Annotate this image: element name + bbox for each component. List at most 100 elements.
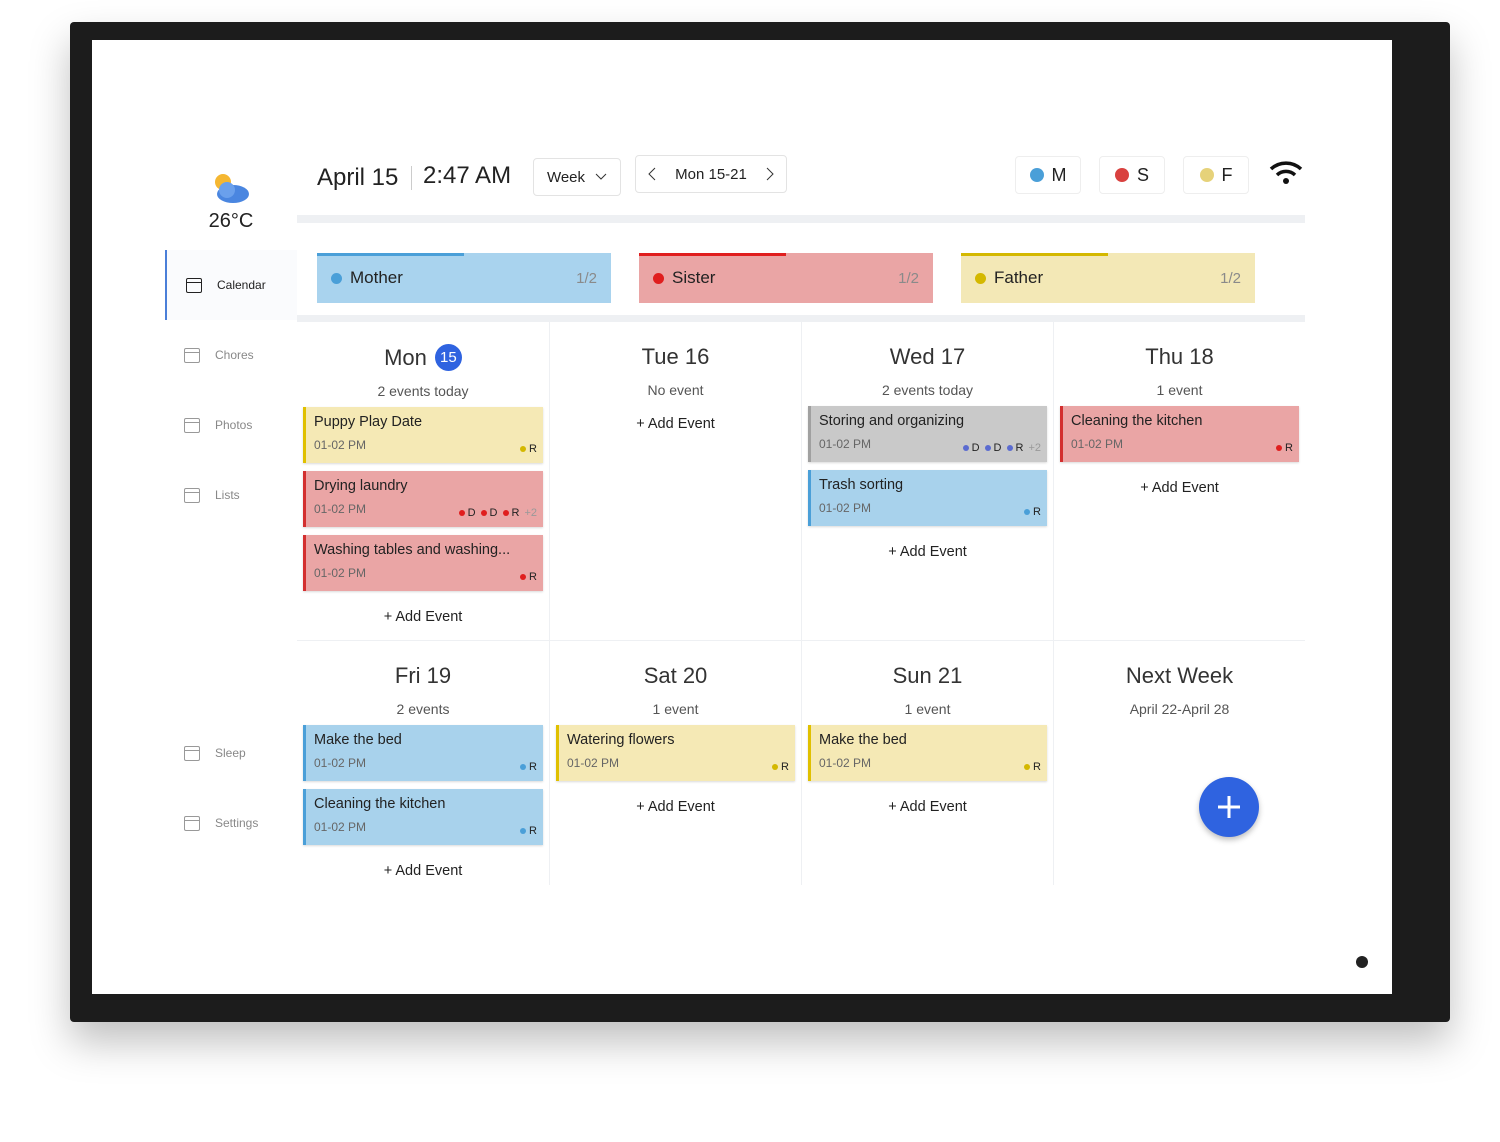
event-tags: R	[520, 825, 537, 837]
nav-label: Calendar	[217, 278, 266, 292]
nav-item[interactable]: Settings	[165, 788, 297, 858]
day-summary: 2 events	[396, 701, 450, 717]
day-name: Wed 17	[889, 344, 966, 369]
plus-icon	[1218, 796, 1240, 818]
assignee-letter: R	[781, 761, 789, 773]
assignee-tag: R	[520, 571, 537, 583]
next-button[interactable]	[766, 167, 774, 181]
prev-button[interactable]	[648, 167, 656, 181]
event-tags: R	[1276, 442, 1293, 454]
nav-item[interactable]: Calendar	[165, 250, 297, 320]
assignee-dot	[1024, 509, 1031, 515]
day-title: Thu 18	[1054, 344, 1305, 370]
nav-icon	[184, 488, 200, 503]
day-title: Tue 16	[550, 344, 801, 370]
event-title: Storing and organizing	[819, 413, 965, 429]
event-tags: D D R +2	[458, 507, 537, 519]
temperature: 26°C	[208, 210, 254, 232]
assignee-letter: D	[971, 442, 980, 454]
day-title: Sun 21	[802, 663, 1053, 689]
assignee-dot	[520, 574, 527, 580]
member-filter[interactable]: M	[1015, 156, 1081, 194]
event-time: 01-02 PM	[819, 501, 872, 515]
date: April 15	[317, 164, 399, 191]
event-card[interactable]: Watering flowers 01-02 PM R	[556, 725, 795, 781]
event-card[interactable]: Storing and organizing 01-02 PM D D R +2	[808, 406, 1047, 462]
next-week-cell: Next Week April 22-April 28	[1054, 641, 1305, 885]
day-summary: 2 events today	[881, 382, 974, 398]
nav-icon	[184, 816, 200, 831]
add-button[interactable]	[1199, 777, 1259, 837]
event-card[interactable]: Drying laundry 01-02 PM D D R +2	[303, 471, 543, 527]
event-card[interactable]: Make the bed 01-02 PM R	[808, 725, 1047, 781]
assignee-letter: R	[511, 507, 520, 519]
member-dot	[1029, 168, 1044, 182]
add-event[interactable]: + Add Event	[383, 609, 463, 625]
assignee-letter: D	[993, 442, 1002, 454]
nav-item[interactable]: Lists	[165, 460, 297, 530]
member-name: Mother	[350, 268, 403, 287]
assignee-tag: R	[772, 761, 789, 773]
day-title: Mon 15	[297, 344, 549, 371]
day-name: Fri 19	[394, 663, 452, 688]
assignee-dot	[520, 828, 527, 834]
day-name: Sun 21	[892, 663, 963, 688]
assignee-tag: R	[1024, 506, 1041, 518]
progress-row: Mother 1/2 Sister 1/2 Father 1/2	[297, 223, 1305, 315]
event-card[interactable]: Puppy Play Date 01-02 PM R	[303, 407, 543, 463]
nav-item[interactable]: Photos	[165, 390, 297, 460]
day-name: Mon	[384, 344, 427, 370]
day-cell: Fri 19 2 events Make the bed 01-02 PM R Clean…	[297, 641, 549, 885]
progress-count: 1/2	[898, 269, 919, 287]
member-filter[interactable]: S	[1099, 156, 1165, 194]
event-tags: R	[1024, 761, 1041, 773]
assignee-dot	[502, 510, 509, 516]
event-title: Watering flowers	[567, 732, 675, 748]
nav-label: Photos	[215, 418, 253, 432]
add-event[interactable]: + Add Event	[1140, 480, 1219, 496]
event-title: Cleaning the kitchen	[1071, 413, 1203, 429]
nav-item[interactable]: Chores	[165, 320, 297, 390]
nav-icon	[186, 278, 202, 293]
member-dot	[1199, 168, 1214, 182]
event-title: Washing tables and washing...	[314, 542, 511, 558]
event-card[interactable]: Make the bed 01-02 PM R	[303, 725, 543, 781]
event-tags: D D R +2	[962, 442, 1041, 454]
event-card[interactable]: Trash sorting 01-02 PM R	[808, 470, 1047, 526]
nav-item[interactable]: Sleep	[165, 718, 297, 788]
event-time: 01-02 PM	[819, 756, 872, 770]
member-name: Sister	[672, 268, 716, 287]
progress-bar	[317, 253, 464, 256]
add-event[interactable]: + Add Event	[888, 799, 967, 815]
add-event[interactable]: + Add Event	[888, 544, 967, 560]
assignee-dot	[1276, 445, 1283, 451]
event-card[interactable]: Cleaning the kitchen 01-02 PM R	[1060, 406, 1299, 462]
member-filter[interactable]: F	[1183, 156, 1249, 194]
assignee-letter: R	[529, 443, 537, 455]
view-select[interactable]: Week	[533, 158, 621, 196]
event-time: 01-02 PM	[314, 438, 367, 452]
assignee-tag: D	[962, 442, 980, 454]
day-title: Wed 17	[802, 344, 1053, 370]
event-tags: R	[1024, 506, 1041, 518]
wifi-icon	[1269, 161, 1303, 184]
add-event[interactable]: + Add Event	[636, 416, 715, 432]
event-title: Trash sorting	[819, 477, 904, 493]
event-card[interactable]: Cleaning the kitchen 01-02 PM R	[303, 789, 543, 845]
nav-icon	[184, 746, 200, 761]
chevron	[595, 173, 607, 180]
day-cell: Sat 20 1 event Watering flowers 01-02 PM R + …	[550, 641, 801, 885]
member-dot	[1114, 168, 1129, 182]
assignee-tag: R	[1276, 442, 1293, 454]
assignee-tag: R	[1006, 442, 1023, 454]
progress-count: 1/2	[1220, 269, 1241, 287]
event-title: Make the bed	[314, 732, 402, 748]
assignee-dot	[962, 445, 969, 451]
add-event[interactable]: + Add Event	[383, 863, 463, 879]
assignee-tag: D	[984, 442, 1002, 454]
add-event[interactable]: + Add Event	[636, 799, 715, 815]
camera	[1356, 956, 1368, 968]
event-card[interactable]: Washing tables and washing... 01-02 PM R	[303, 535, 543, 591]
nav-label: Settings	[215, 816, 259, 830]
